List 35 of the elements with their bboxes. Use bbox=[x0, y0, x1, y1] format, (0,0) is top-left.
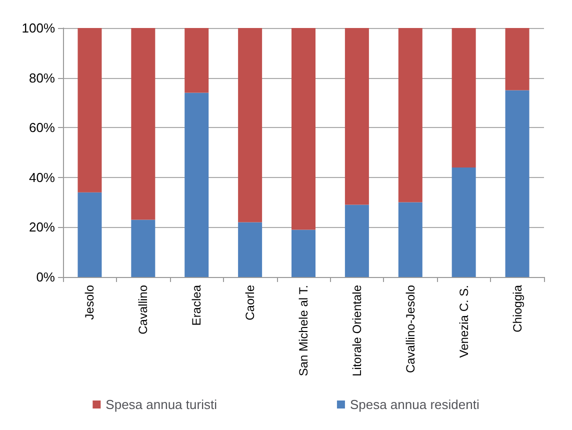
bar bbox=[184, 28, 209, 93]
y-tick-label: 100% bbox=[22, 20, 56, 36]
bar bbox=[344, 204, 369, 277]
x-tick-label: Cavallino-Jesolo bbox=[403, 284, 418, 374]
bar bbox=[505, 28, 530, 90]
bar bbox=[184, 92, 209, 277]
x-tick-label: Caorle bbox=[243, 284, 258, 320]
x-tick-label: Venezia C. S. bbox=[456, 285, 471, 358]
bar bbox=[131, 220, 156, 277]
legend-label: Spesa annua residenti bbox=[350, 397, 480, 412]
y-tick-label: 80% bbox=[28, 70, 56, 86]
bar bbox=[292, 28, 316, 230]
y-tick-label: 60% bbox=[28, 120, 56, 136]
x-tick-label: Chioggia bbox=[510, 284, 524, 332]
bar bbox=[452, 28, 476, 168]
bar bbox=[398, 28, 422, 202]
x-tick-label: Cavallino bbox=[136, 284, 150, 334]
bar bbox=[78, 192, 102, 277]
y-tick-label: 0% bbox=[36, 270, 56, 284]
bar bbox=[78, 28, 102, 192]
bar bbox=[344, 28, 369, 205]
bar bbox=[238, 28, 262, 222]
y-tick-label: 40% bbox=[28, 170, 56, 185]
bar bbox=[292, 230, 316, 277]
bar bbox=[452, 167, 476, 277]
y-tick-label: 20% bbox=[28, 220, 56, 235]
bar bbox=[131, 28, 156, 220]
bar bbox=[238, 222, 262, 277]
legend-label: Spesa annua turisti bbox=[106, 397, 218, 412]
x-tick-label: San Michele al T. bbox=[296, 285, 310, 376]
bar bbox=[398, 202, 422, 277]
x-tick-label: Eraclea bbox=[190, 284, 204, 326]
x-tick-label: Litorale Orientale bbox=[350, 284, 364, 376]
bar bbox=[505, 90, 530, 277]
x-tick-label: Jesolo bbox=[82, 284, 97, 320]
